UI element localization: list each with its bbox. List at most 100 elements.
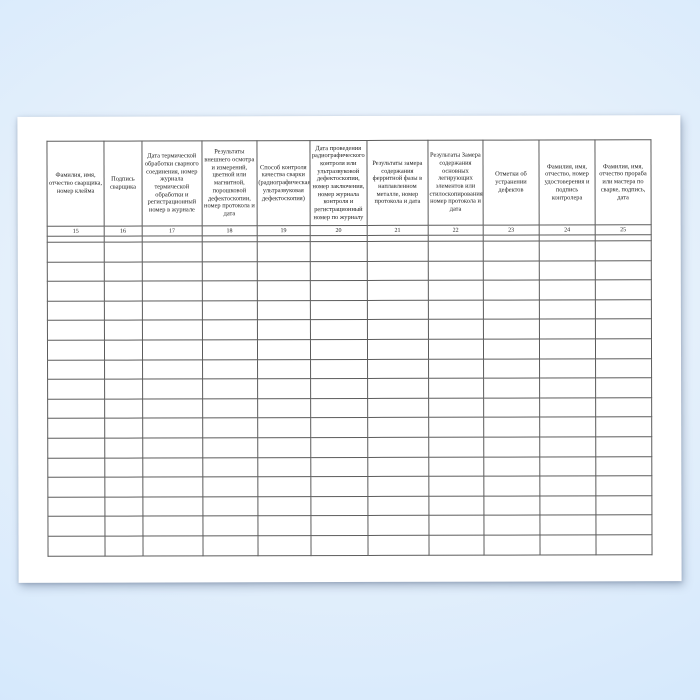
empty-cell [257,417,311,438]
empty-cell [142,320,203,341]
empty-cell [310,339,368,360]
empty-cell [257,496,311,517]
column-number-cell-24: 24 [539,224,596,236]
table-row [47,358,652,380]
empty-cell [595,319,652,339]
empty-cell [367,417,429,438]
empty-cell [595,338,652,359]
empty-cell [310,476,368,497]
empty-cell [310,437,368,458]
empty-cell [483,358,540,379]
empty-cell [310,535,368,556]
empty-cell [428,299,484,320]
empty-cell [539,456,596,477]
table-row [47,338,652,360]
header-cell-15: Фамилия, имя, отчество сварщика, номер к… [46,141,105,227]
empty-cell [257,535,311,556]
empty-cell [47,340,105,360]
empty-cell [310,280,368,301]
table-row [47,319,652,341]
empty-cell [257,378,311,399]
empty-cell [483,299,540,320]
empty-cell [428,417,484,438]
empty-cell [539,475,596,496]
header-cell-22: Результаты Замера содержания основных ле… [427,140,484,226]
empty-cell [202,476,258,497]
empty-cell [367,476,429,497]
empty-cell [310,378,368,399]
table-row [47,475,652,498]
empty-cell [428,495,484,516]
empty-cell [202,398,258,419]
empty-cell [202,418,258,438]
empty-cell [539,436,596,457]
header-cell-19: Способ контроля качества сварки (радиогр… [256,140,310,226]
empty-cell [483,417,540,438]
empty-cell [310,359,368,379]
column-number-cell-21: 21 [366,225,429,236]
empty-cell [367,535,429,555]
empty-cell [104,340,143,360]
empty-cell [595,397,652,418]
empty-cell [595,456,652,476]
empty-cell [310,319,368,340]
empty-cell [257,359,311,379]
empty-cell [142,379,203,399]
empty-cell [47,320,105,341]
empty-cell [310,417,368,438]
empty-cell [595,377,652,398]
empty-cell [104,300,143,321]
empty-cell [367,456,429,477]
empty-cell [104,359,143,380]
empty-cell [483,319,540,340]
empty-cell [539,338,596,359]
table-row [47,436,652,458]
empty-cell [104,516,143,537]
empty-cell [310,261,368,281]
empty-cell [367,398,429,418]
empty-cell [595,240,652,261]
empty-cell [142,457,203,478]
empty-cell [142,398,203,419]
empty-cell [428,437,484,457]
column-number-cell-17: 17 [141,225,203,237]
empty-cell [366,241,429,262]
empty-cell [483,436,540,457]
empty-cell [428,280,484,301]
empty-cell [428,319,484,340]
header-cell-23: Отметки об устранении дефектов [482,140,540,226]
empty-cell [309,241,368,262]
empty-cell [141,261,203,282]
table-row [47,260,652,282]
welding-log-table: Фамилия, имя, отчество сварщика, номер к… [46,139,653,556]
header-cell-21: Результаты замера содержания ферритной ф… [366,140,429,226]
table-row [47,397,652,419]
empty-cell [202,320,258,340]
empty-cell [142,516,203,536]
header-cell-16: Подпись сварщика [103,141,142,227]
empty-cell [202,359,258,380]
empty-cell [47,281,105,302]
empty-cell [483,495,540,516]
empty-cell [428,476,484,497]
empty-cell [539,495,596,516]
empty-cell [539,240,596,261]
empty-cell [539,260,596,281]
empty-cell [310,456,368,477]
empty-cell [142,437,203,458]
empty-cell [428,535,484,555]
column-number-cell-16: 16 [104,226,142,237]
empty-cell [104,437,143,458]
empty-cell [257,476,311,497]
empty-cell [257,280,311,301]
empty-cell [141,241,203,262]
empty-cell [104,281,143,301]
empty-cell [428,378,484,399]
empty-cell [539,417,596,437]
empty-cell [47,536,106,556]
table-row [47,240,652,262]
empty-cell [310,515,368,536]
empty-cell [483,241,540,261]
empty-cell [202,280,258,301]
empty-cell [105,535,143,556]
